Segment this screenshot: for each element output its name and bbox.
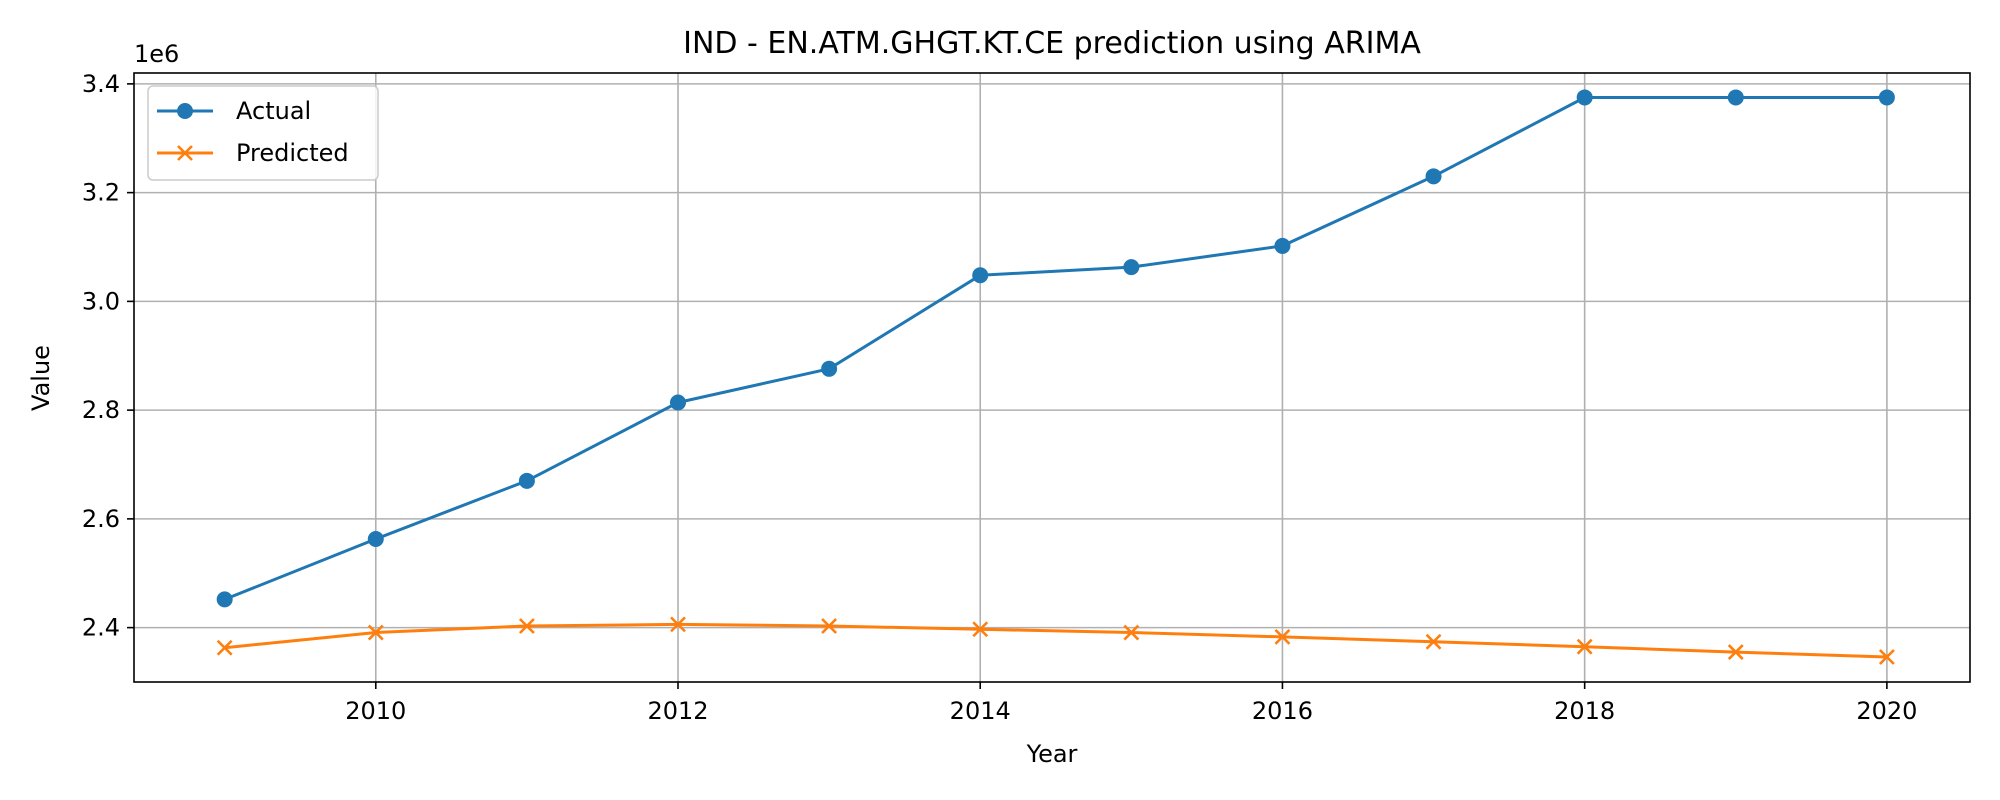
data-point-actual — [367, 530, 384, 547]
marker-stroke — [1425, 633, 1442, 650]
x-tick-label: 2010 — [345, 697, 406, 725]
marker-stroke — [177, 145, 193, 161]
data-point-actual — [1123, 259, 1140, 276]
y-axis-title: Value — [27, 345, 55, 411]
x-tick-label: 2014 — [950, 697, 1011, 725]
data-point-actual — [821, 360, 838, 377]
series-line-predicted — [224, 622, 1887, 659]
ticks: 2010 2012 2014 2016 2018 2020 2.4 2.6 2.8 3.0 3.2 3… — [82, 70, 1918, 725]
legend-item-actual: Actual — [157, 97, 311, 125]
x-axis-title: Year — [1026, 740, 1078, 768]
x-tick-label: 2020 — [1856, 697, 1917, 725]
legend-label-predicted: Predicted — [236, 139, 349, 167]
marker-stroke — [1576, 638, 1593, 655]
marker-stroke — [1123, 624, 1140, 641]
chart-title: IND - EN.ATM.GHGT.KT.CE prediction using… — [683, 26, 1421, 61]
x-tick-label: 2012 — [647, 697, 708, 725]
data-point-predicted — [518, 618, 535, 634]
data-point-predicted — [1425, 633, 1442, 650]
series-line-actual — [224, 96, 1887, 601]
y-tick-label: 3.4 — [82, 70, 120, 98]
marker-stroke — [1274, 628, 1291, 645]
y-tick-label: 2.4 — [82, 614, 120, 642]
series-predicted — [216, 616, 1895, 665]
data-point-actual — [1425, 168, 1442, 185]
data-point-actual — [518, 472, 535, 489]
legend-marker-predicted — [177, 145, 193, 161]
y-tick-label: 2.8 — [82, 396, 120, 424]
marker-stroke — [216, 639, 233, 656]
data-point-predicted — [1576, 638, 1593, 655]
legend: Actual Predicted — [147, 85, 379, 181]
plot-frame — [133, 72, 1971, 683]
grid — [134, 73, 1970, 682]
data-point-actual — [972, 267, 989, 284]
series-actual — [216, 89, 1895, 608]
legend-item-predicted: Predicted — [157, 139, 349, 167]
marker-stroke — [821, 618, 838, 634]
data-point-predicted — [1878, 649, 1895, 665]
data-point-actual — [670, 394, 686, 411]
data-point-predicted — [972, 621, 989, 638]
data-point-actual — [1576, 89, 1593, 106]
marker-stroke — [972, 621, 989, 638]
data-point-actual — [216, 591, 233, 608]
data-point-predicted — [1727, 644, 1744, 661]
data-point-predicted — [1123, 624, 1140, 641]
data-point-actual — [1727, 89, 1744, 106]
marker-stroke — [367, 624, 384, 641]
data-point-actual — [1878, 89, 1895, 106]
marker-stroke — [1727, 644, 1744, 661]
data-point-predicted — [216, 639, 233, 656]
data-point-predicted — [670, 616, 686, 633]
data-point-predicted — [821, 618, 838, 634]
data-point-predicted — [367, 624, 384, 641]
y-tick-label: 2.6 — [82, 505, 120, 533]
series-layer — [216, 89, 1895, 665]
x-tick-label: 2018 — [1554, 697, 1615, 725]
marker-stroke — [1878, 649, 1895, 665]
y-tick-label: 3.0 — [82, 287, 120, 315]
data-point-actual — [1274, 237, 1291, 254]
legend-label-actual: Actual — [236, 97, 311, 125]
data-point-predicted — [1274, 628, 1291, 645]
y-tick-label: 3.2 — [82, 179, 120, 207]
marker-stroke — [518, 618, 535, 634]
legend-marker-actual — [177, 103, 193, 119]
marker-stroke — [670, 616, 686, 633]
y-offset-label: 1e6 — [134, 40, 179, 68]
x-tick-label: 2016 — [1252, 697, 1313, 725]
